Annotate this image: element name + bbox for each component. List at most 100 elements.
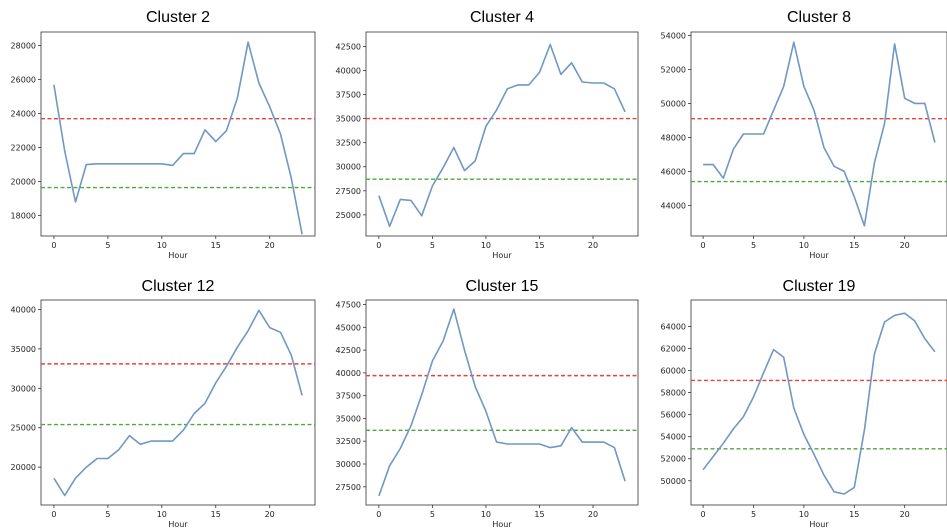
y-tick-label: 58000 (661, 389, 686, 398)
x-tick-label: 5 (105, 510, 110, 519)
chart-panel-6: Cluster 19 0 5 10 15 20 50000 52000 54000 56000 58… (661, 278, 947, 529)
x-tick-label: 15 (211, 510, 221, 519)
y-tick-label: 26000 (11, 76, 36, 85)
x-tick-label: 10 (481, 241, 491, 250)
chart-title: Cluster 19 (783, 278, 856, 295)
x-axis-label: Hour (809, 520, 829, 529)
x-tick-label: 20 (588, 510, 598, 519)
y-tick-label: 35000 (11, 345, 36, 354)
x-tick-label: 15 (211, 241, 221, 250)
x-tick-label: 5 (751, 241, 756, 250)
y-tick-label: 30000 (336, 460, 361, 469)
chart-title: Cluster 15 (466, 278, 539, 295)
y-tick-label: 40000 (336, 369, 361, 378)
y-tick-label: 25000 (11, 424, 36, 433)
y-tick-label: 44000 (661, 201, 686, 210)
x-tick-label: 0 (376, 241, 381, 250)
y-tick-label: 37500 (336, 392, 361, 401)
axes-frame (690, 299, 947, 506)
axes-frame (365, 299, 639, 506)
y-tick-label: 32500 (336, 139, 361, 148)
y-tick-label: 40000 (336, 66, 361, 75)
y-tick-label: 25000 (336, 211, 361, 220)
x-axis-label: Hour (492, 251, 512, 260)
y-tick-label: 35000 (336, 414, 361, 423)
y-tick-label: 54000 (661, 31, 686, 40)
y-tick-label: 42500 (336, 346, 361, 355)
y-tick-label: 52000 (661, 455, 686, 464)
x-tick-label: 5 (430, 241, 435, 250)
y-tick-label: 20000 (11, 178, 36, 187)
axes-frame (40, 31, 316, 237)
x-tick-label: 10 (799, 241, 809, 250)
chart-title: Cluster 2 (146, 9, 210, 26)
x-tick-label: 0 (701, 510, 706, 519)
chart-panel-1: Cluster 2 0 5 10 15 20 18000 20000 22000 24000 260… (11, 9, 316, 260)
y-tick-label: 30000 (11, 384, 36, 393)
y-tick-label: 40000 (11, 305, 36, 314)
chart-panel-3: Cluster 8 0 5 10 15 20 44000 46000 48000 50000 520… (661, 9, 947, 260)
series-line (702, 312, 936, 495)
series-line (53, 41, 303, 235)
chart-panel-2: Cluster 4 0 5 10 15 20 25000 27500 30000 32500 350… (336, 9, 639, 260)
y-tick-label: 24000 (11, 110, 36, 119)
y-tick-label: 60000 (661, 367, 686, 376)
x-tick-label: 15 (849, 241, 859, 250)
y-tick-label: 52000 (661, 65, 686, 74)
y-tick-label: 37500 (336, 91, 361, 100)
series-line (703, 41, 936, 227)
chart-panel-5: Cluster 15 0 5 10 15 20 27500 30000 32500 35000 37… (336, 278, 639, 529)
chart-title: Cluster 8 (787, 9, 851, 26)
y-tick-label: 18000 (11, 212, 36, 221)
y-tick-label: 32500 (336, 437, 361, 446)
x-tick-label: 10 (157, 241, 167, 250)
axes-frame (365, 31, 639, 237)
x-tick-label: 0 (701, 241, 706, 250)
series-line (53, 309, 303, 497)
x-tick-label: 15 (534, 241, 544, 250)
y-tick-label: 20000 (11, 463, 36, 472)
y-tick-label: 46000 (661, 167, 686, 176)
y-tick-label: 47500 (336, 301, 361, 310)
axes-frame (40, 299, 316, 506)
y-tick-label: 64000 (661, 322, 686, 331)
axes-frame (690, 31, 947, 237)
x-tick-label: 0 (376, 510, 381, 519)
x-tick-label: 5 (105, 241, 110, 250)
x-tick-label: 10 (799, 510, 809, 519)
y-tick-label: 27500 (336, 483, 361, 492)
x-tick-label: 20 (588, 241, 598, 250)
y-tick-label: 22000 (11, 144, 36, 153)
y-tick-label: 50000 (661, 477, 686, 486)
x-tick-label: 0 (51, 241, 56, 250)
x-tick-label: 20 (265, 241, 275, 250)
x-tick-label: 20 (265, 510, 275, 519)
chart-title: Cluster 4 (470, 9, 534, 26)
x-axis-label: Hour (809, 251, 829, 260)
x-tick-label: 20 (900, 510, 910, 519)
y-tick-label: 48000 (661, 133, 686, 142)
x-tick-label: 15 (849, 510, 859, 519)
y-tick-label: 50000 (661, 99, 686, 108)
x-axis-label: Hour (168, 251, 188, 260)
y-tick-label: 30000 (336, 163, 361, 172)
y-tick-label: 45000 (336, 323, 361, 332)
y-tick-label: 28000 (11, 42, 36, 51)
y-tick-label: 35000 (336, 115, 361, 124)
x-tick-label: 20 (900, 241, 910, 250)
x-axis-label: Hour (168, 520, 188, 529)
x-axis-label: Hour (492, 520, 512, 529)
series-line (378, 308, 626, 497)
x-tick-label: 10 (157, 510, 167, 519)
x-tick-label: 15 (534, 510, 544, 519)
x-tick-label: 10 (481, 510, 491, 519)
x-tick-label: 0 (51, 510, 56, 519)
series-line (378, 43, 626, 228)
y-tick-label: 42500 (336, 42, 361, 51)
chart-title: Cluster 12 (142, 278, 215, 295)
y-tick-label: 62000 (661, 344, 686, 353)
y-tick-label: 54000 (661, 433, 686, 442)
y-tick-label: 56000 (661, 411, 686, 420)
x-tick-label: 5 (751, 510, 756, 519)
